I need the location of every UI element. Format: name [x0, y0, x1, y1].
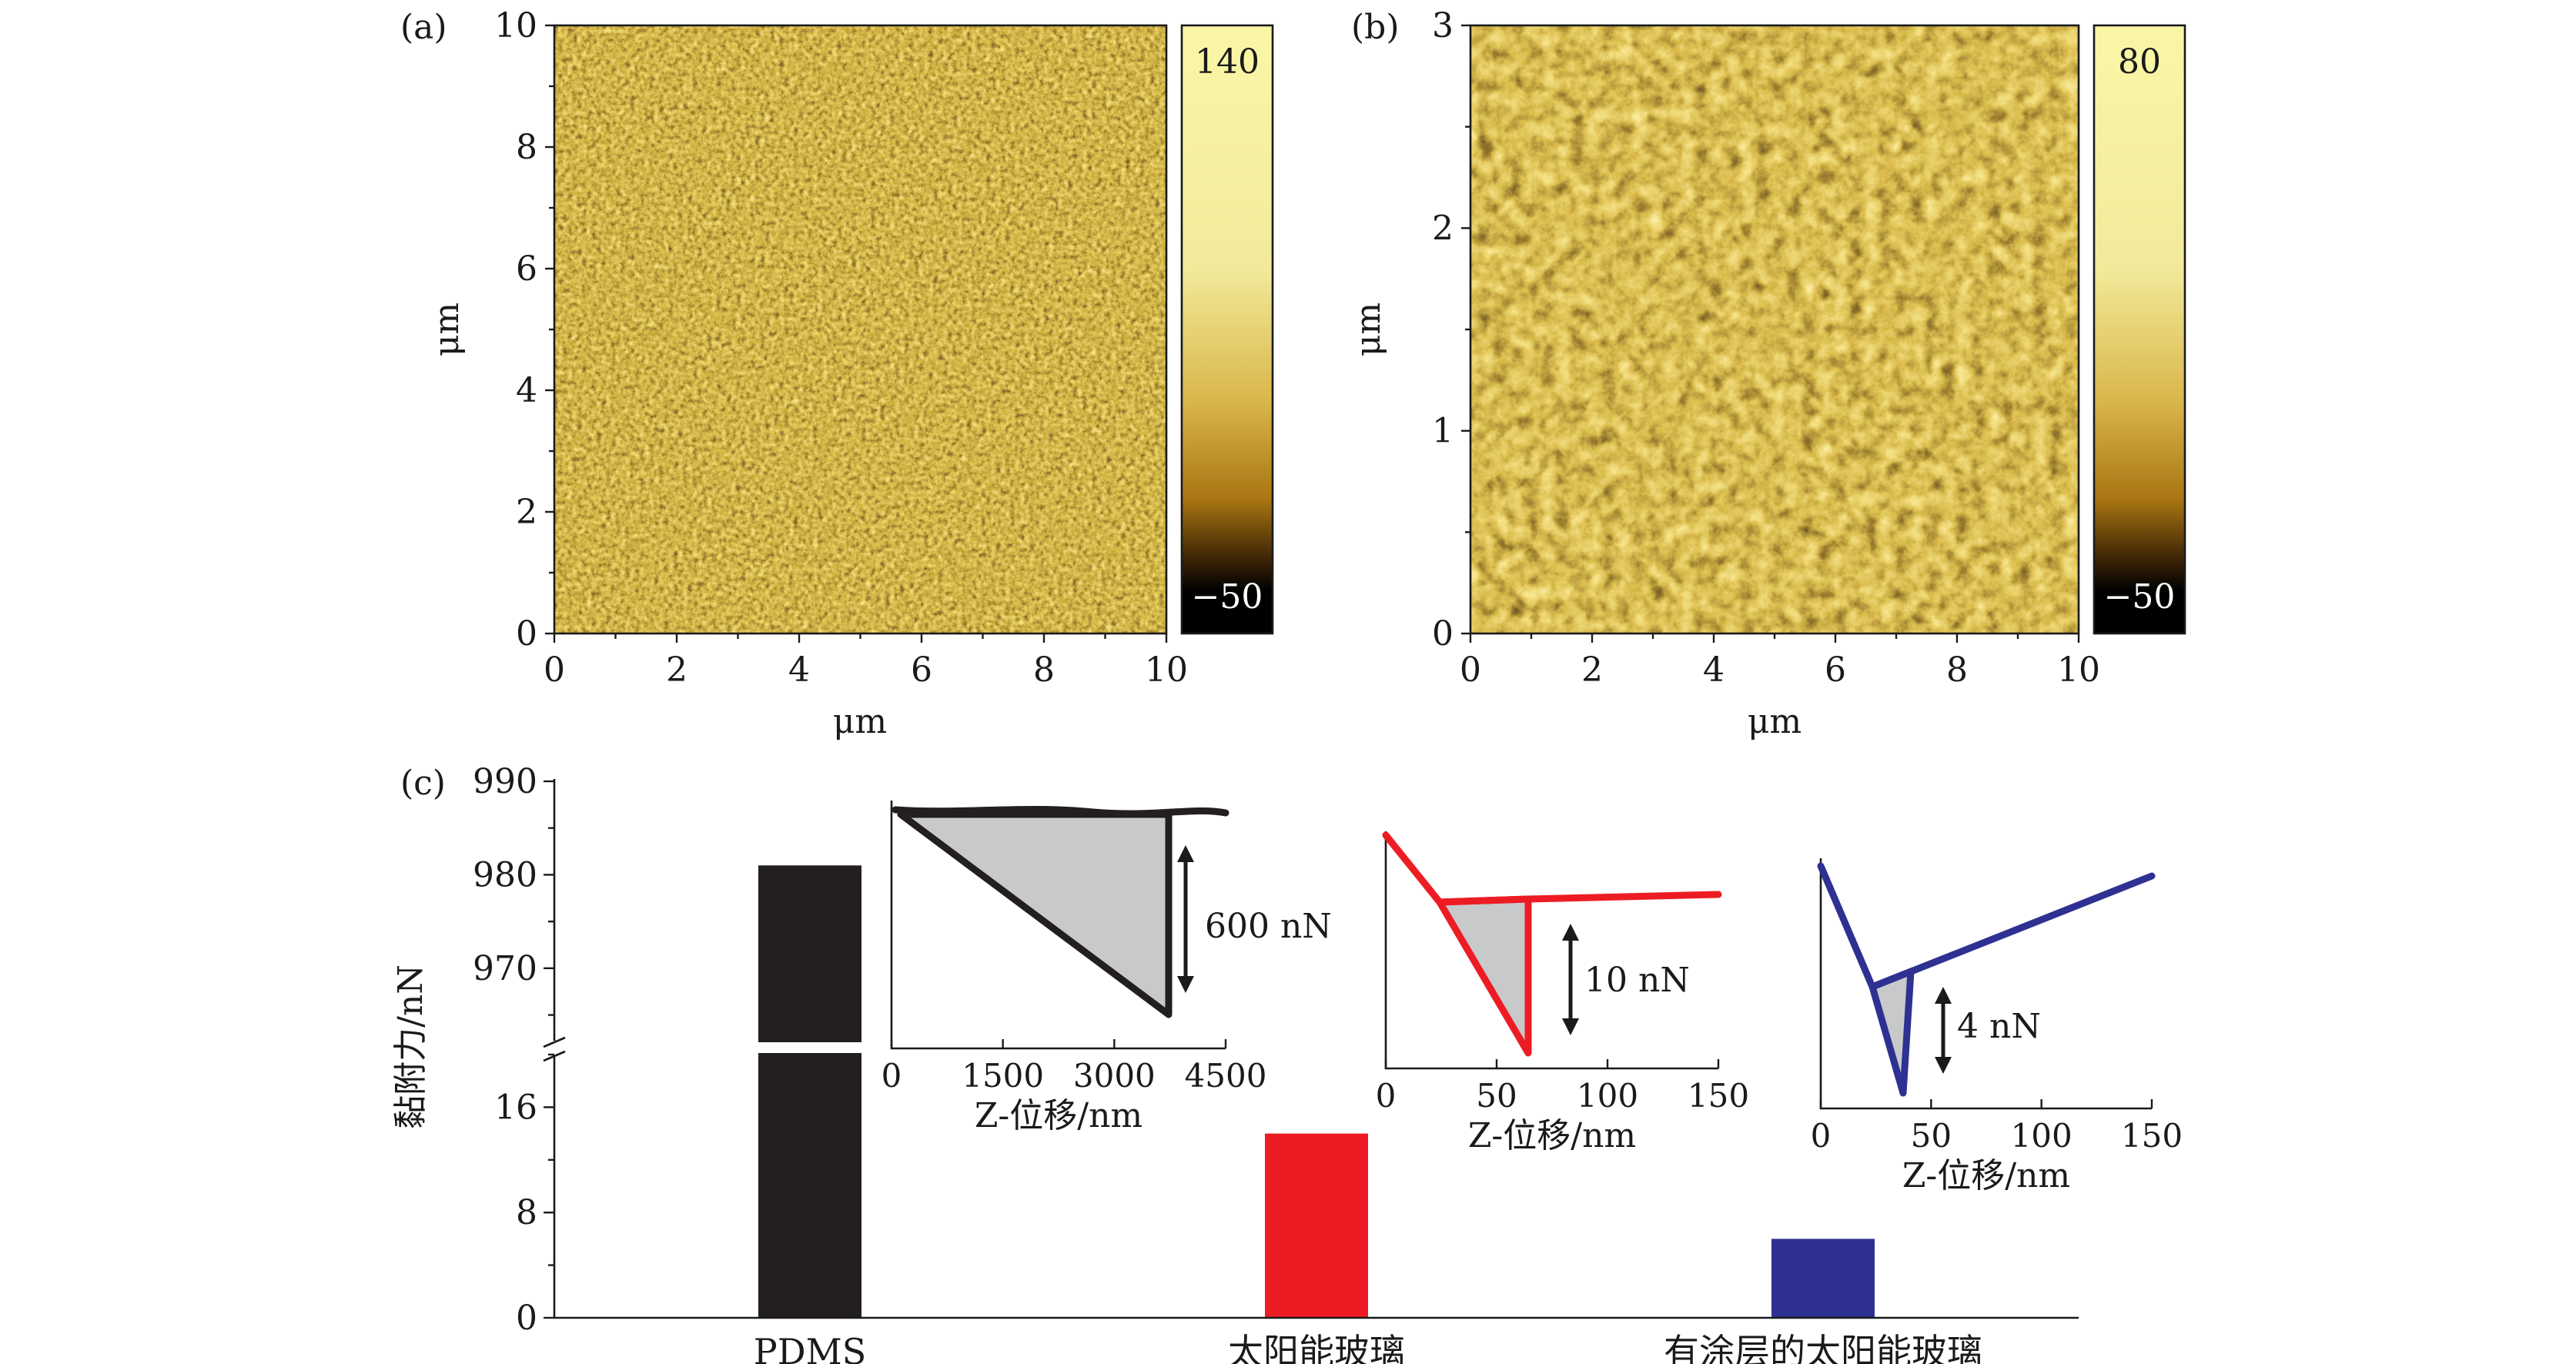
x-tick-label: 10 [2057, 650, 2100, 690]
category-label: 有涂层的太阳能玻璃 [1664, 1331, 1982, 1364]
panel-b-label: (b) [1351, 8, 1400, 47]
axes-c: PDMS 太阳能玻璃 有涂层的太阳能玻璃 0 8 16 970 980 990 [473, 762, 2079, 1364]
x-tick-label: 2 [1581, 650, 1603, 690]
y-tick-label: 4 [516, 371, 537, 410]
colorbar-a-min: −50 [1192, 577, 1263, 617]
inset-x-axis-label: Z-位移/nm [1902, 1156, 2070, 1195]
inset-x-tick-label: 0 [882, 1057, 902, 1095]
adhesion-area [1868, 968, 1915, 1097]
colorbar-b-min: −50 [2104, 577, 2176, 617]
y-ticks-a: 0 2 4 6 8 10 [494, 6, 554, 654]
inset-x-tick-label: 150 [1688, 1077, 1749, 1115]
inset-x-tick-label: 3000 [1073, 1057, 1156, 1095]
inset-x-axis-label: Z-位移/nm [1468, 1116, 1636, 1155]
y-tick-label: 8 [516, 128, 537, 167]
y-tick-label: 980 [473, 855, 537, 894]
y-tick-label: 2 [516, 493, 537, 532]
bar [1771, 1239, 1875, 1318]
inset-x-axis-label: Z-位移/nm [975, 1096, 1142, 1135]
panel-c: (c) 黏附力/nN PDMS 太阳能玻璃 有涂层的太阳能玻璃 0 8 16 970 980 9… [391, 762, 2183, 1364]
inset-x-tick-label: 100 [2011, 1117, 2073, 1155]
x-tick-label: 0 [544, 650, 565, 690]
x-tick-label: 8 [1946, 650, 1968, 690]
bar [1265, 1133, 1368, 1318]
adhesion-area [1436, 895, 1532, 1057]
adhesion-area [897, 811, 1173, 1018]
bars-c [758, 865, 1875, 1318]
arrow-head-up [1935, 987, 1952, 1004]
colorbar-a-max: 140 [1195, 42, 1260, 82]
bar-lower [758, 1053, 861, 1318]
adhesion-value-label: 10 nN [1584, 961, 1690, 1000]
y-tick-label: 2 [1432, 209, 1454, 248]
x-tick-label: 2 [666, 650, 687, 690]
force-curve-inset: 0 1500 3000 4500 600 nN Z-位移/nm [882, 801, 1332, 1135]
y-tick-label: 8 [516, 1193, 537, 1232]
x-axis-label-a: μm [833, 702, 887, 741]
inset-x-tick-label: 50 [1911, 1117, 1952, 1155]
colorbar-a [1180, 24, 1274, 635]
x-tick-label: 6 [911, 650, 932, 690]
arrow-head-up [1177, 845, 1194, 862]
y-tick-label: 990 [473, 762, 537, 801]
inset-x-tick-label: 50 [1476, 1077, 1517, 1115]
afm-image-a [554, 25, 1166, 634]
inset-x-tick-label: 0 [1811, 1117, 1832, 1155]
arrow-head-up [1562, 924, 1579, 941]
colorbar-b [2093, 24, 2186, 635]
force-curve-inset: 0 50 100 150 4 nN Z-位移/nm [1811, 858, 2183, 1195]
y-tick-label: 0 [1432, 614, 1454, 654]
y-tick-label: 10 [494, 6, 537, 45]
x-tick-label: 8 [1033, 650, 1055, 690]
y-tick-label: 16 [494, 1088, 537, 1127]
adhesion-value-label: 600 nN [1205, 907, 1332, 946]
force-curve-line [892, 806, 1229, 817]
afm-image-b [1470, 25, 2079, 634]
y-axis-label-b: μm [1349, 303, 1388, 356]
colorbar-b-max: 80 [2118, 42, 2161, 82]
y-tick-label: 3 [1432, 6, 1454, 45]
x-tick-label: 4 [788, 650, 810, 690]
inset-x-tick-label: 150 [2121, 1117, 2183, 1155]
category-label: PDMS [754, 1331, 866, 1364]
y-tick-label: 1 [1432, 412, 1454, 451]
force-curve-line [1817, 862, 2156, 991]
x-tick-label: 4 [1703, 650, 1725, 690]
y-ticks-b: 0 1 2 3 [1432, 6, 1470, 654]
arrow-head-down [1935, 1057, 1952, 1074]
force-curve-inset: 0 50 100 150 10 nN Z-位移/nm [1376, 831, 1749, 1155]
x-axis-label-b: μm [1748, 702, 1802, 741]
y-axis-label-a: μm [427, 303, 467, 356]
panel-b: (b) 0 1 2 3 0 2 4 6 8 10 μm μm 80 −50 [1349, 6, 2186, 741]
inset-x-tick-label: 1500 [962, 1057, 1044, 1095]
axis-break-mark [543, 1050, 566, 1062]
y-tick-label: 0 [516, 614, 537, 654]
arrow-head-down [1562, 1018, 1579, 1035]
category-label: 太阳能玻璃 [1228, 1331, 1405, 1364]
y-tick-label: 6 [516, 249, 537, 289]
inset-x-tick-label: 4500 [1185, 1057, 1267, 1095]
x-tick-label: 10 [1145, 650, 1188, 690]
panel-c-label: (c) [400, 764, 446, 803]
force-curve-line [1382, 831, 1722, 906]
inset-x-tick-label: 0 [1376, 1077, 1397, 1115]
panel-a: (a) 0 2 4 6 8 10 0 2 4 6 8 10 μm μm 140 −50 [400, 6, 1274, 741]
x-ticks-a: 0 2 4 6 8 10 [544, 634, 1188, 690]
adhesion-value-label: 4 nN [1957, 1007, 2041, 1046]
bar-upper [758, 865, 861, 1042]
inset-axes [1384, 831, 1718, 1070]
inset-x-tick-label: 100 [1577, 1077, 1638, 1115]
y-tick-label: 970 [473, 949, 537, 988]
y-axis-label-c: 黏附力/nN [391, 964, 430, 1129]
panel-a-label: (a) [400, 8, 447, 47]
arrow-head-down [1177, 976, 1194, 993]
x-tick-label: 6 [1825, 650, 1846, 690]
y-tick-label: 0 [516, 1299, 537, 1338]
x-tick-label: 0 [1460, 650, 1481, 690]
x-ticks-b: 0 2 4 6 8 10 [1460, 634, 2100, 690]
axis-break-mark [543, 1036, 566, 1048]
